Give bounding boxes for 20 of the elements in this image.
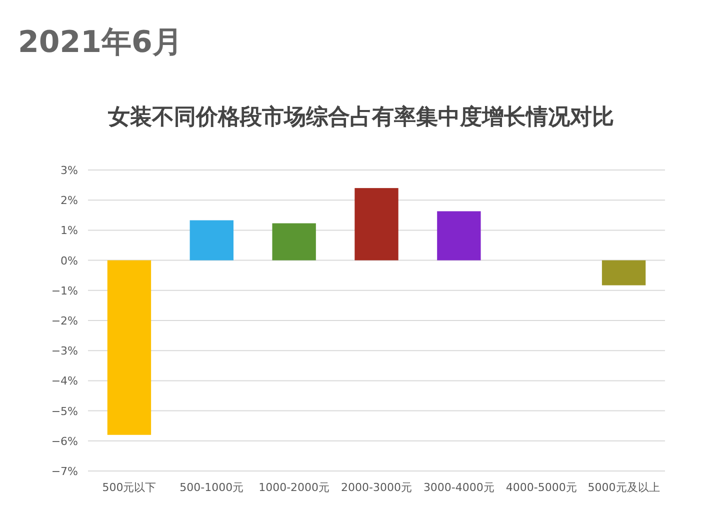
x-tick-label: 500元以下: [102, 481, 156, 494]
x-tick-label: 5000元及以上: [588, 481, 660, 494]
y-tick-label: −2%: [51, 314, 78, 328]
y-tick-label: −7%: [51, 465, 78, 478]
y-tick-label: 1%: [60, 224, 78, 238]
x-tick-label: 500-1000元: [180, 481, 244, 494]
y-tick-label: −5%: [51, 404, 78, 418]
title: 女装不同价格段市场综合占有率集中度增长情况对比: [108, 105, 614, 130]
x-tick-label: 2000-3000元: [341, 481, 412, 494]
y-tick-label: 3%: [60, 164, 78, 177]
subtitle: 2021年6月: [18, 25, 182, 60]
y-tick-label: 0%: [60, 254, 78, 268]
y-tick-label: −3%: [51, 344, 78, 358]
x-tick-label: 4000-5000元: [506, 481, 577, 494]
y-tick-label: 2%: [60, 194, 78, 208]
x-tick-label: 3000-4000元: [423, 481, 494, 494]
y-tick-label: −4%: [51, 374, 78, 388]
y-tick-label: −1%: [51, 284, 78, 298]
y-tick-label: −6%: [51, 434, 78, 448]
x-tick-label: 1000-2000元: [258, 481, 330, 494]
